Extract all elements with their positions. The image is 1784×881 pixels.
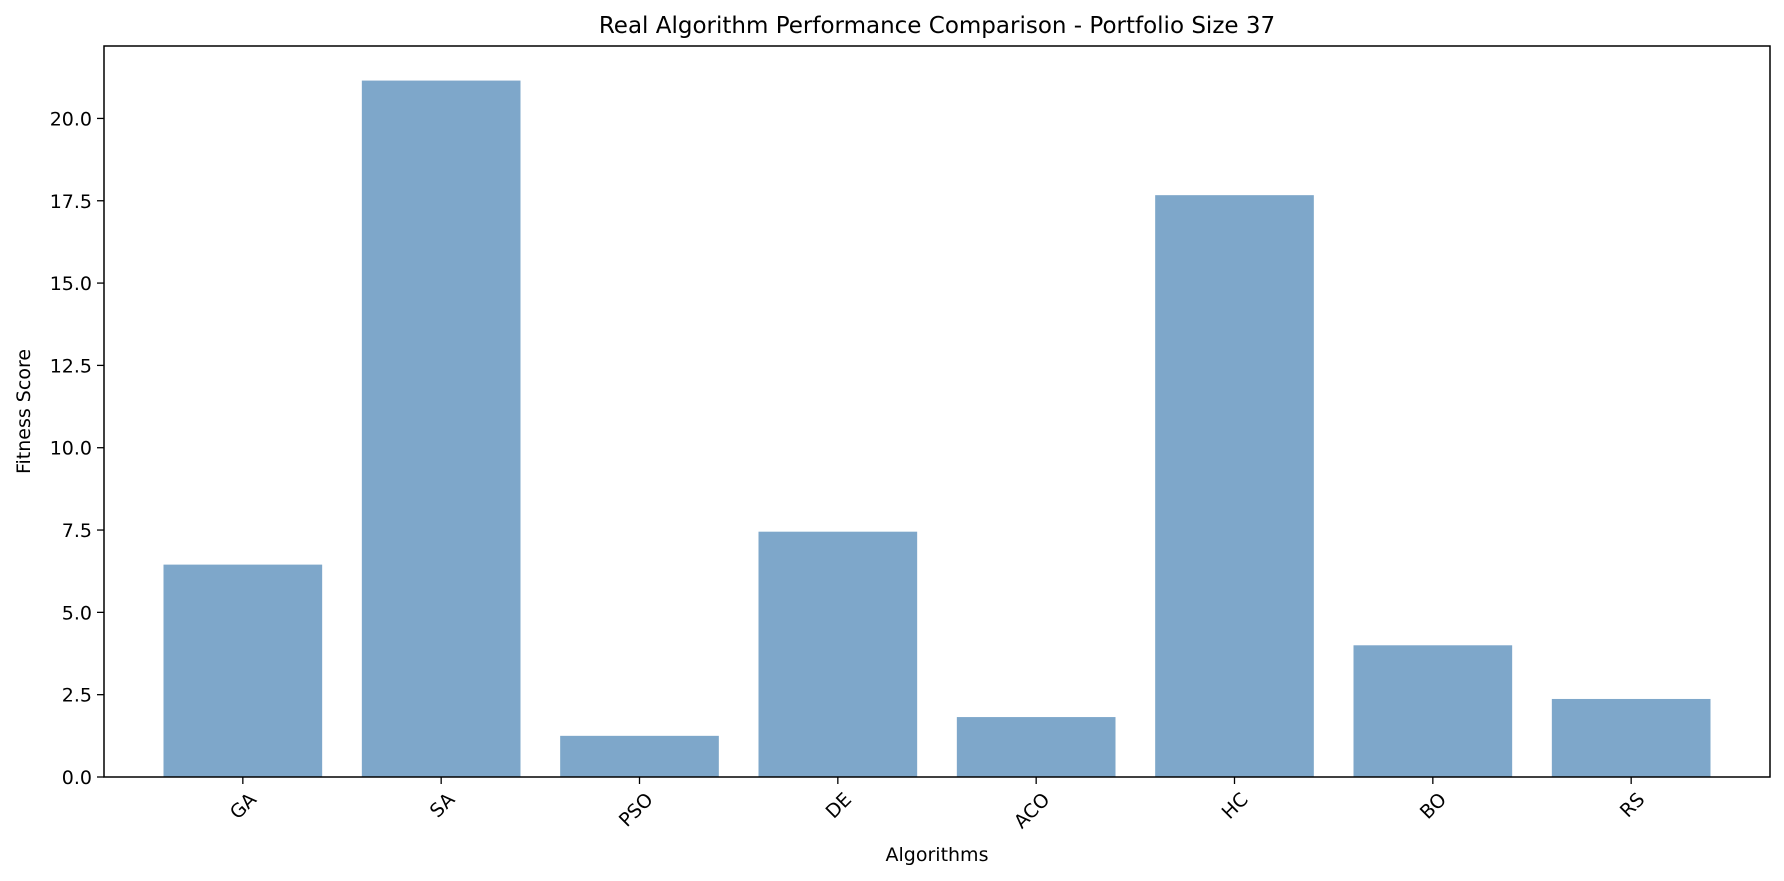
chart-title: Real Algorithm Performance Comparison - … (599, 13, 1275, 39)
y-tick-label: 5.0 (62, 602, 92, 624)
y-tick-label: 20.0 (50, 108, 92, 130)
x-tick-label-hc: HC (1218, 789, 1253, 824)
bar-de (758, 531, 918, 777)
y-tick-label: 15.0 (50, 273, 92, 295)
bar-hc (1155, 195, 1314, 777)
bar-bo (1353, 645, 1513, 777)
y-tick-label: 17.5 (50, 191, 92, 213)
y-axis-title: Fitness Score (13, 349, 35, 474)
plot-area-frame (103, 45, 1771, 778)
bar-aco (956, 717, 1116, 777)
x-axis-ticks: GA SA PSO DE ACO HC BO RS (226, 777, 1649, 833)
y-axis-ticks: 0.0 2.5 5.0 7.5 10.0 12.5 15.0 17.5 20.0 (50, 108, 104, 789)
x-tick-label-bo: BO (1416, 789, 1451, 824)
x-tick-label-rs: RS (1616, 789, 1649, 822)
x-axis-title: Algorithms (886, 844, 989, 866)
x-tick-label-pso: PSO (615, 789, 658, 832)
y-tick-label: 10.0 (50, 438, 92, 460)
bar-rs (1551, 698, 1711, 777)
y-tick-label: 2.5 (62, 685, 92, 707)
bar-ga (163, 564, 323, 777)
y-tick-label: 7.5 (62, 520, 92, 542)
x-tick-label-de: DE (822, 789, 856, 823)
x-tick-label-ga: GA (226, 789, 261, 824)
x-tick-label-sa: SA (426, 789, 460, 823)
y-tick-label: 0.0 (62, 767, 92, 789)
bars-group (163, 80, 1711, 777)
bar-sa (361, 80, 521, 777)
y-tick-label: 12.5 (50, 355, 92, 377)
bar-pso (560, 735, 719, 777)
x-tick-label-aco: ACO (1010, 789, 1054, 833)
